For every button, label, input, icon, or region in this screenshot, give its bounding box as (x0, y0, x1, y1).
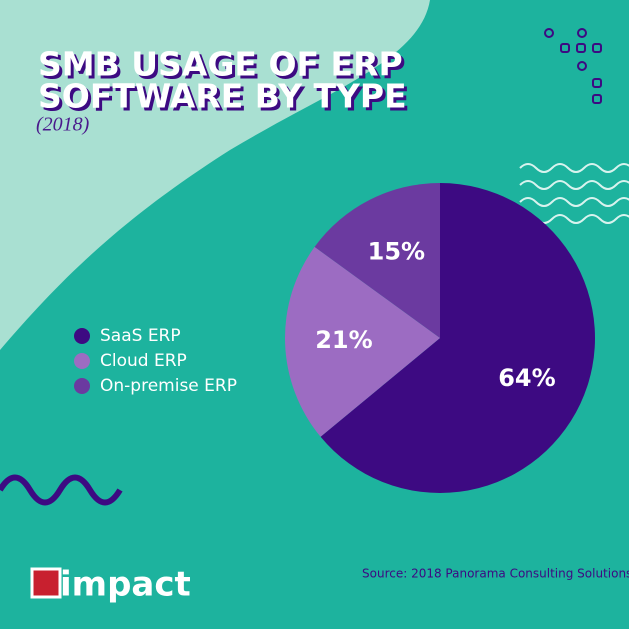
legend-swatch (74, 328, 90, 344)
data-label: 15% (368, 237, 425, 265)
legend-label: SaaS ERP (100, 326, 181, 346)
logo: impact (60, 565, 191, 605)
source: Source: 2018 Panorama Consulting Solutio… (362, 567, 629, 581)
decor-icons (544, 28, 602, 104)
chart-subtitle: (2018) (36, 114, 90, 136)
chart-title: SOFTWARE BY TYPE (38, 77, 407, 116)
data-label: 21% (315, 326, 372, 354)
legend-swatch (74, 378, 90, 394)
legend-swatch (74, 353, 90, 369)
title-shadow: SMB USAGE OF ERP (41, 48, 406, 87)
data-label: 64% (498, 364, 555, 392)
pie-slice (284, 246, 440, 437)
background-shape (0, 0, 430, 350)
chart-title: SMB USAGE OF ERP (38, 45, 403, 84)
legend-label: On-premise ERP (100, 376, 237, 396)
pie-slice (314, 183, 440, 338)
legend-label: Cloud ERP (100, 351, 187, 371)
decor-wave (0, 474, 123, 506)
title-group: SMB USAGE OF ERP SMB USAGE OF ERP SOFTWA… (38, 45, 410, 119)
pie-slice (320, 183, 595, 494)
logo-icon (30, 567, 62, 599)
title-shadow: SOFTWARE BY TYPE (41, 80, 410, 119)
